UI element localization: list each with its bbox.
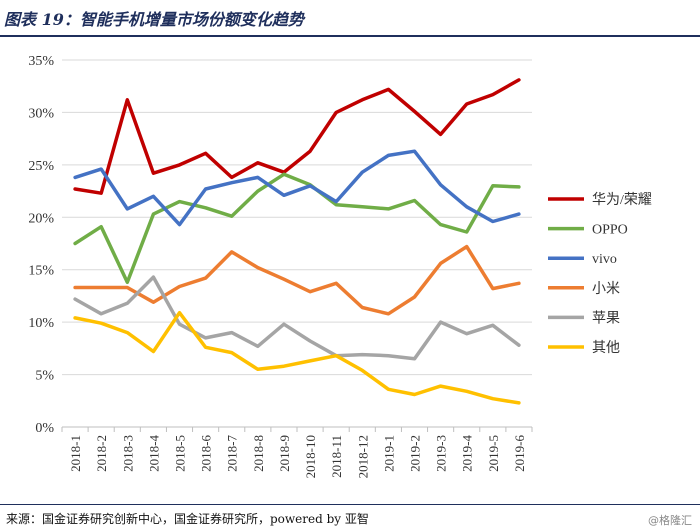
x-tick-label: 2019-3 [434, 435, 449, 472]
x-tick-label: 2018-5 [173, 435, 188, 472]
x-tick-label: 2019-2 [408, 435, 423, 472]
page-title: 图表 19：智能手机增量市场份额变化趋势 [4, 10, 304, 29]
legend-label: 华为/荣耀 [592, 192, 652, 208]
x-tick-label: 2018-11 [329, 435, 344, 478]
x-tick-label: 2018-2 [94, 435, 109, 472]
x-tick-label: 2018-3 [120, 435, 135, 472]
y-tick-label: 5% [35, 369, 54, 384]
y-tick-label: 25% [28, 159, 54, 174]
y-tick-label: 0% [35, 421, 54, 436]
x-tick-label: 2019-6 [512, 435, 527, 472]
y-tick-label: 15% [28, 264, 54, 279]
x-tick-label: 2018-9 [277, 435, 292, 472]
legend-label: 苹果 [592, 310, 620, 326]
x-tick-label: 2018-4 [146, 435, 161, 472]
series-line [73, 172, 521, 285]
legend-label: 其他 [592, 340, 620, 356]
y-tick-label: 35% [28, 54, 54, 69]
x-tick-label: 2019-5 [486, 435, 501, 472]
y-tick-label: 30% [28, 106, 54, 121]
series-lines [73, 78, 521, 405]
x-tick-label: 2018-8 [251, 435, 266, 472]
y-tick-label: 20% [28, 211, 54, 226]
title-divider [0, 35, 700, 37]
legend-label: 小米 [592, 281, 620, 297]
watermark-text: @格隆汇 [648, 514, 692, 527]
x-tick-label: 2018-1 [68, 435, 83, 472]
x-tick-label: 2018-10 [303, 435, 318, 478]
source-note: 来源：国金证券研究创新中心，国金证券研究所，powered by 亚智 [6, 512, 369, 526]
legend-label: OPPO [592, 223, 628, 238]
series-line [73, 310, 521, 405]
series-line [73, 78, 521, 195]
x-tick-label: 2018-12 [355, 435, 370, 478]
legend-label: vivo [592, 252, 617, 267]
x-tick-label: 2019-1 [381, 435, 396, 472]
axes: 0% 5% 10% 15% 20% 25% 30% 35% 2018-1 2018-2 2018-3… [28, 54, 533, 478]
y-tick-label: 10% [28, 316, 54, 331]
x-tick-label: 2018-6 [199, 435, 214, 472]
footer-divider [0, 504, 700, 505]
x-tick-label: 2019-4 [460, 435, 475, 472]
series-line [73, 149, 521, 227]
series-line [73, 244, 521, 316]
series-line [73, 275, 521, 361]
x-tick-label: 2018-7 [225, 435, 240, 472]
